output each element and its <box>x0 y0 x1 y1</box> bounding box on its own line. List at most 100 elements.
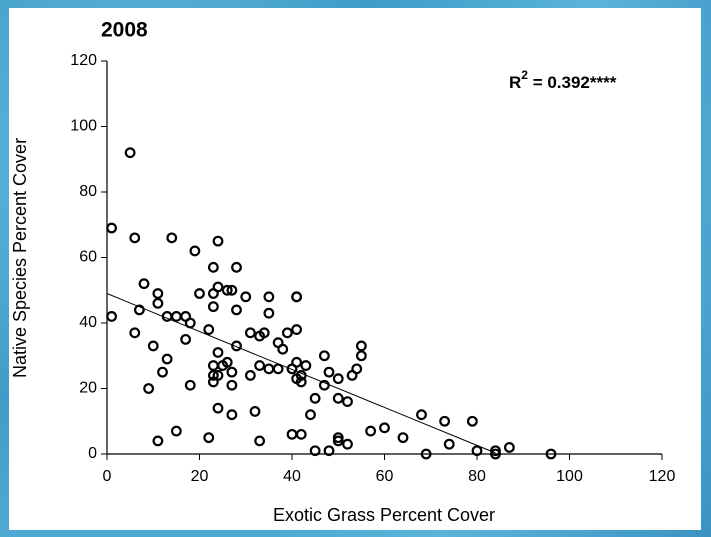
point <box>346 370 358 381</box>
point <box>207 301 219 313</box>
x-tick-label: 60 <box>376 468 394 485</box>
point <box>263 291 275 303</box>
point <box>355 340 367 352</box>
x-axis-label: Exotic Grass Percent Cover <box>273 505 495 525</box>
point <box>194 288 205 299</box>
y-tick-label: 120 <box>70 52 97 69</box>
point <box>231 340 242 352</box>
point <box>207 370 219 381</box>
point <box>254 360 266 371</box>
y-tick-label: 20 <box>79 380 97 397</box>
plot-background <box>9 8 701 530</box>
x-tick-label: 0 <box>103 468 112 485</box>
point <box>106 222 118 234</box>
point <box>152 435 164 447</box>
point <box>323 445 335 457</box>
point <box>124 147 136 159</box>
point <box>226 284 238 296</box>
point <box>295 428 307 440</box>
point <box>323 366 335 378</box>
point <box>332 435 344 447</box>
point <box>129 327 141 339</box>
point <box>286 363 298 375</box>
point <box>332 392 344 404</box>
x-tick-label: 120 <box>649 468 676 485</box>
point <box>379 422 390 434</box>
chart: 2008 R2 = 0.392**** Exotic Grass Percent… <box>9 8 701 530</box>
point <box>443 438 455 450</box>
point <box>240 291 252 303</box>
point <box>355 350 367 362</box>
point <box>342 396 353 408</box>
point <box>217 360 229 371</box>
point <box>249 406 261 417</box>
y-tick-label: 0 <box>88 445 97 462</box>
point <box>244 327 256 339</box>
point <box>152 297 164 309</box>
point <box>277 343 289 355</box>
point <box>221 284 233 296</box>
point <box>300 360 312 371</box>
point <box>138 278 150 290</box>
point <box>471 445 483 457</box>
point <box>420 448 432 460</box>
annotation: R2 = 0.392**** <box>509 68 617 92</box>
point <box>365 425 377 437</box>
trend-line <box>106 293 496 454</box>
point <box>503 442 515 453</box>
point <box>184 317 196 329</box>
y-tick-label: 80 <box>79 183 97 200</box>
point <box>180 333 192 345</box>
point <box>332 432 344 444</box>
annotation-base: R <box>509 73 521 92</box>
x-tick-label: 100 <box>556 468 583 485</box>
point <box>545 448 557 460</box>
point <box>133 304 145 316</box>
point <box>281 327 293 339</box>
point <box>207 261 219 273</box>
point <box>318 350 330 362</box>
point <box>231 304 242 316</box>
point <box>244 370 256 381</box>
point <box>490 445 501 457</box>
point <box>466 415 478 427</box>
point <box>212 402 224 414</box>
point <box>157 366 168 378</box>
point <box>189 245 201 257</box>
point <box>184 379 196 391</box>
point <box>291 324 303 335</box>
point <box>439 415 451 427</box>
y-tick-label: 60 <box>79 249 97 266</box>
point <box>254 435 266 447</box>
point <box>170 425 182 437</box>
point <box>207 288 219 299</box>
point <box>212 347 224 358</box>
point <box>203 432 215 444</box>
point <box>272 363 284 375</box>
point <box>332 373 344 385</box>
point <box>254 330 266 342</box>
point <box>318 379 330 391</box>
point <box>416 409 427 421</box>
point <box>490 448 501 460</box>
point <box>106 311 118 322</box>
x-tick-label: 40 <box>283 468 301 485</box>
point <box>226 366 238 378</box>
point <box>291 291 303 303</box>
point <box>166 232 178 244</box>
annotation-sup: 2 <box>521 68 528 82</box>
point <box>147 340 159 352</box>
point <box>305 409 316 421</box>
point <box>226 379 238 391</box>
point <box>226 409 238 421</box>
point <box>309 445 321 457</box>
point <box>397 432 409 444</box>
point <box>207 376 219 388</box>
point <box>342 438 353 450</box>
x-tick-label: 20 <box>191 468 209 485</box>
y-tick-label: 40 <box>79 314 97 331</box>
point <box>152 288 164 299</box>
point <box>203 324 215 335</box>
point <box>143 383 155 394</box>
